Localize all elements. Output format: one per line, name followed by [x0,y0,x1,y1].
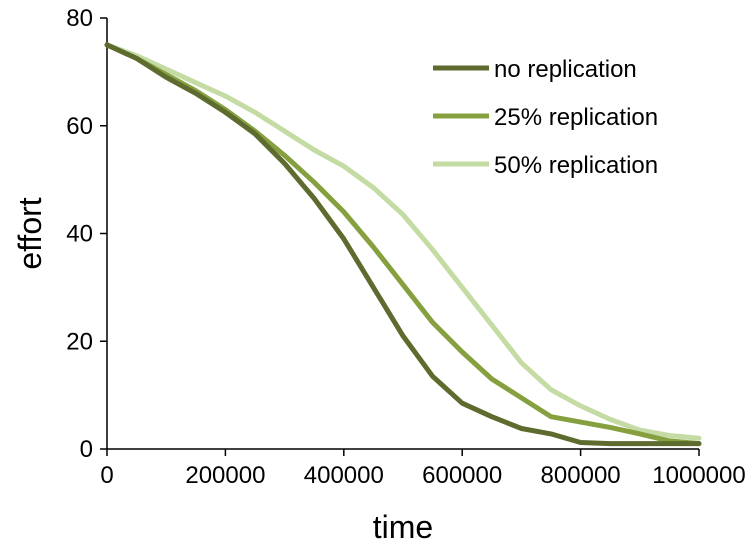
y-tick-label: 0 [80,436,93,463]
x-tick-label: 0 [100,462,113,489]
series-line-2 [104,42,702,441]
y-tick-label: 20 [66,328,93,355]
legend-label: no replication [494,56,637,83]
x-axis-label: time [373,509,433,544]
legend-label: 25% replication [494,104,658,131]
x-tick-label: 400000 [304,462,384,489]
x-tick-label: 800000 [541,462,621,489]
legend-label: 50% replication [494,152,658,179]
y-tick-label: 40 [66,221,93,248]
x-tick-label: 1000000 [652,462,745,489]
series-line-0 [104,42,702,447]
y-tick-label: 80 [66,5,93,32]
x-tick-label: 200000 [185,462,265,489]
y-axis-label: effort [12,197,48,269]
x-tick-label: 600000 [422,462,502,489]
y-tick-label: 60 [66,113,93,140]
